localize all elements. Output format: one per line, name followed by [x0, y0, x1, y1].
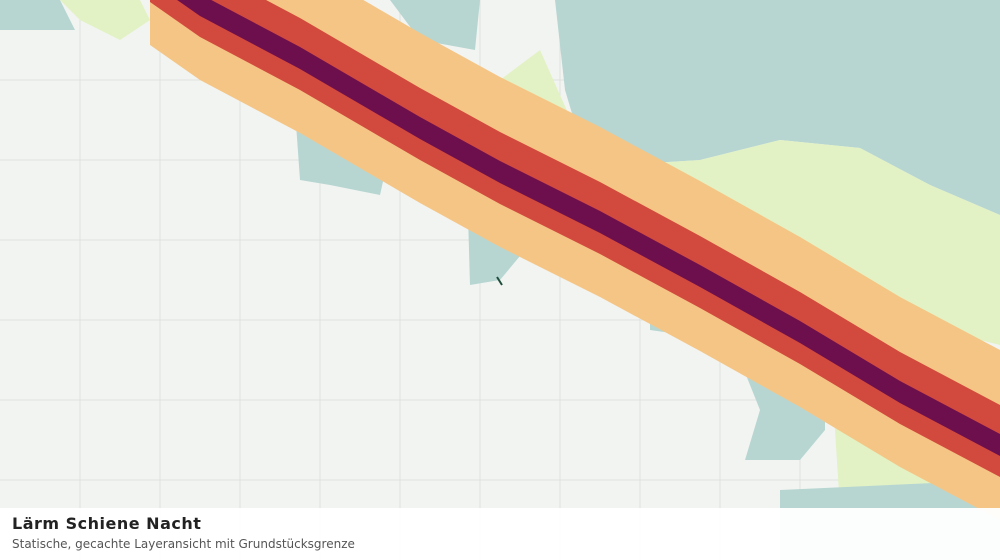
zone [0, 0, 75, 30]
zone [500, 50, 1000, 345]
zone [555, 0, 1000, 215]
map-subtitle: Statische, gecachte Layeransicht mit Gru… [12, 537, 355, 551]
zone [60, 0, 150, 40]
caption-panel: Lärm Schiene Nacht Statische, gecachte L… [0, 508, 1000, 560]
zone [390, 0, 480, 50]
noise-band [150, 0, 1000, 520]
parcel-boundary [496, 276, 503, 286]
map-title: Lärm Schiene Nacht [12, 514, 202, 533]
noise-bands [150, 0, 1000, 520]
noise-band [150, 0, 1000, 477]
noise-band [177, 0, 1000, 456]
